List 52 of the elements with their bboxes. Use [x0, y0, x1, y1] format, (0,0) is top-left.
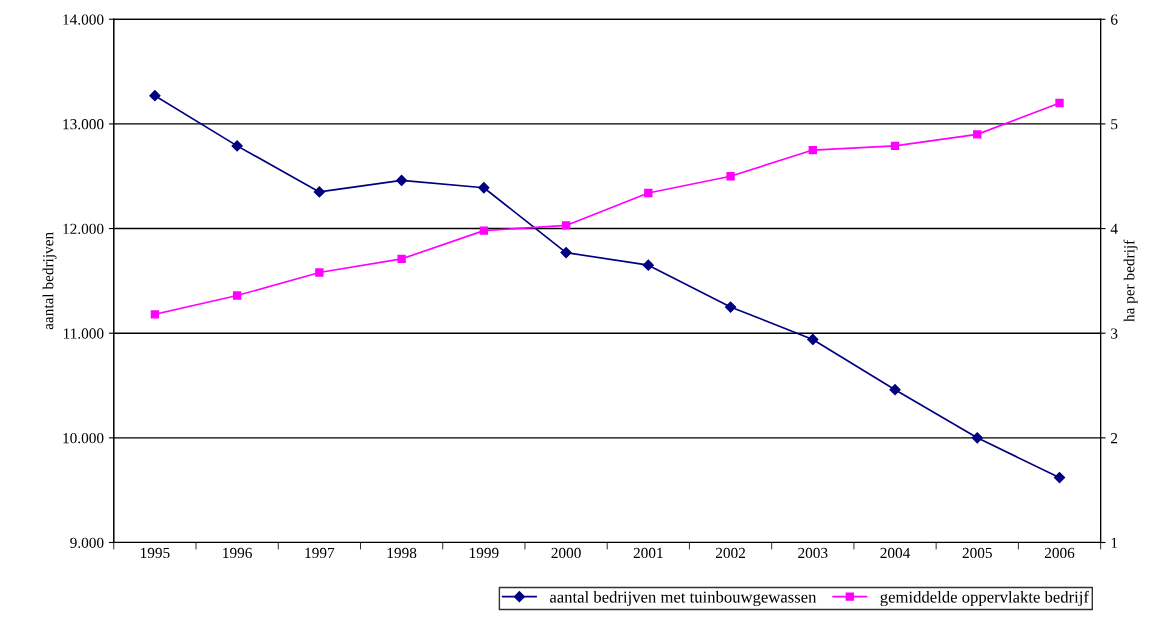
point: [396, 174, 408, 187]
x-tick-label: 1997: [305, 547, 335, 559]
x-tick-label: 2001: [633, 547, 663, 559]
point: [890, 141, 900, 151]
y-axis-title: aantal bedrijven: [42, 232, 57, 330]
point: [973, 130, 982, 139]
point: [971, 432, 983, 444]
y2-axis-title: ha per bedrijf: [1123, 239, 1138, 322]
point: [231, 140, 243, 152]
point: [642, 259, 654, 271]
y2-tick-label: 6: [1111, 14, 1118, 25]
legend-label: aantal bedrijven met tuinbouwgewassen: [549, 590, 817, 607]
x-tick-label: 1995: [140, 547, 170, 559]
point: [150, 310, 160, 319]
y2-tick-label: 2: [1111, 433, 1118, 444]
y2-tick-label: 4: [1110, 223, 1118, 234]
x-tick-label: 1998: [387, 547, 417, 559]
point: [1055, 98, 1064, 108]
point: [724, 301, 737, 313]
point: [807, 333, 819, 346]
point: [149, 90, 161, 102]
point: [560, 247, 572, 259]
x-tick-label: 2006: [1044, 547, 1075, 559]
point: [644, 188, 653, 198]
x-tick-label: 1999: [469, 547, 499, 559]
point: [561, 221, 571, 230]
x-tick-label: 2000: [551, 547, 581, 559]
point: [808, 145, 817, 155]
y-tick-label: 12.000: [63, 223, 104, 235]
point: [726, 172, 735, 181]
point: [478, 182, 490, 194]
y2-tick-label: 1: [1111, 537, 1118, 548]
point: [479, 226, 489, 235]
x-tick-label: 2003: [798, 547, 828, 559]
y2-tick-label: 5: [1111, 119, 1118, 130]
point: [313, 186, 325, 198]
y-tick-label: 10.000: [63, 432, 104, 444]
point: [315, 268, 324, 277]
x-tick-label: 2005: [962, 547, 992, 559]
x-tick-label: 2004: [880, 547, 911, 559]
y-tick-label: 9.000: [70, 537, 104, 549]
point: [889, 384, 901, 396]
legend-label: gemiddelde oppervlakte bedrijf: [880, 590, 1089, 607]
point: [397, 254, 406, 264]
point: [1053, 472, 1066, 484]
point: [232, 291, 242, 300]
x-tick-label: 1996: [223, 547, 252, 559]
y-tick-label: 14.000: [63, 14, 104, 25]
y-tick-label: 11.000: [63, 328, 104, 339]
y-tick-label: 13.000: [63, 119, 104, 130]
y2-tick-label: 3: [1111, 328, 1118, 339]
x-tick-label: 2002: [715, 547, 745, 559]
